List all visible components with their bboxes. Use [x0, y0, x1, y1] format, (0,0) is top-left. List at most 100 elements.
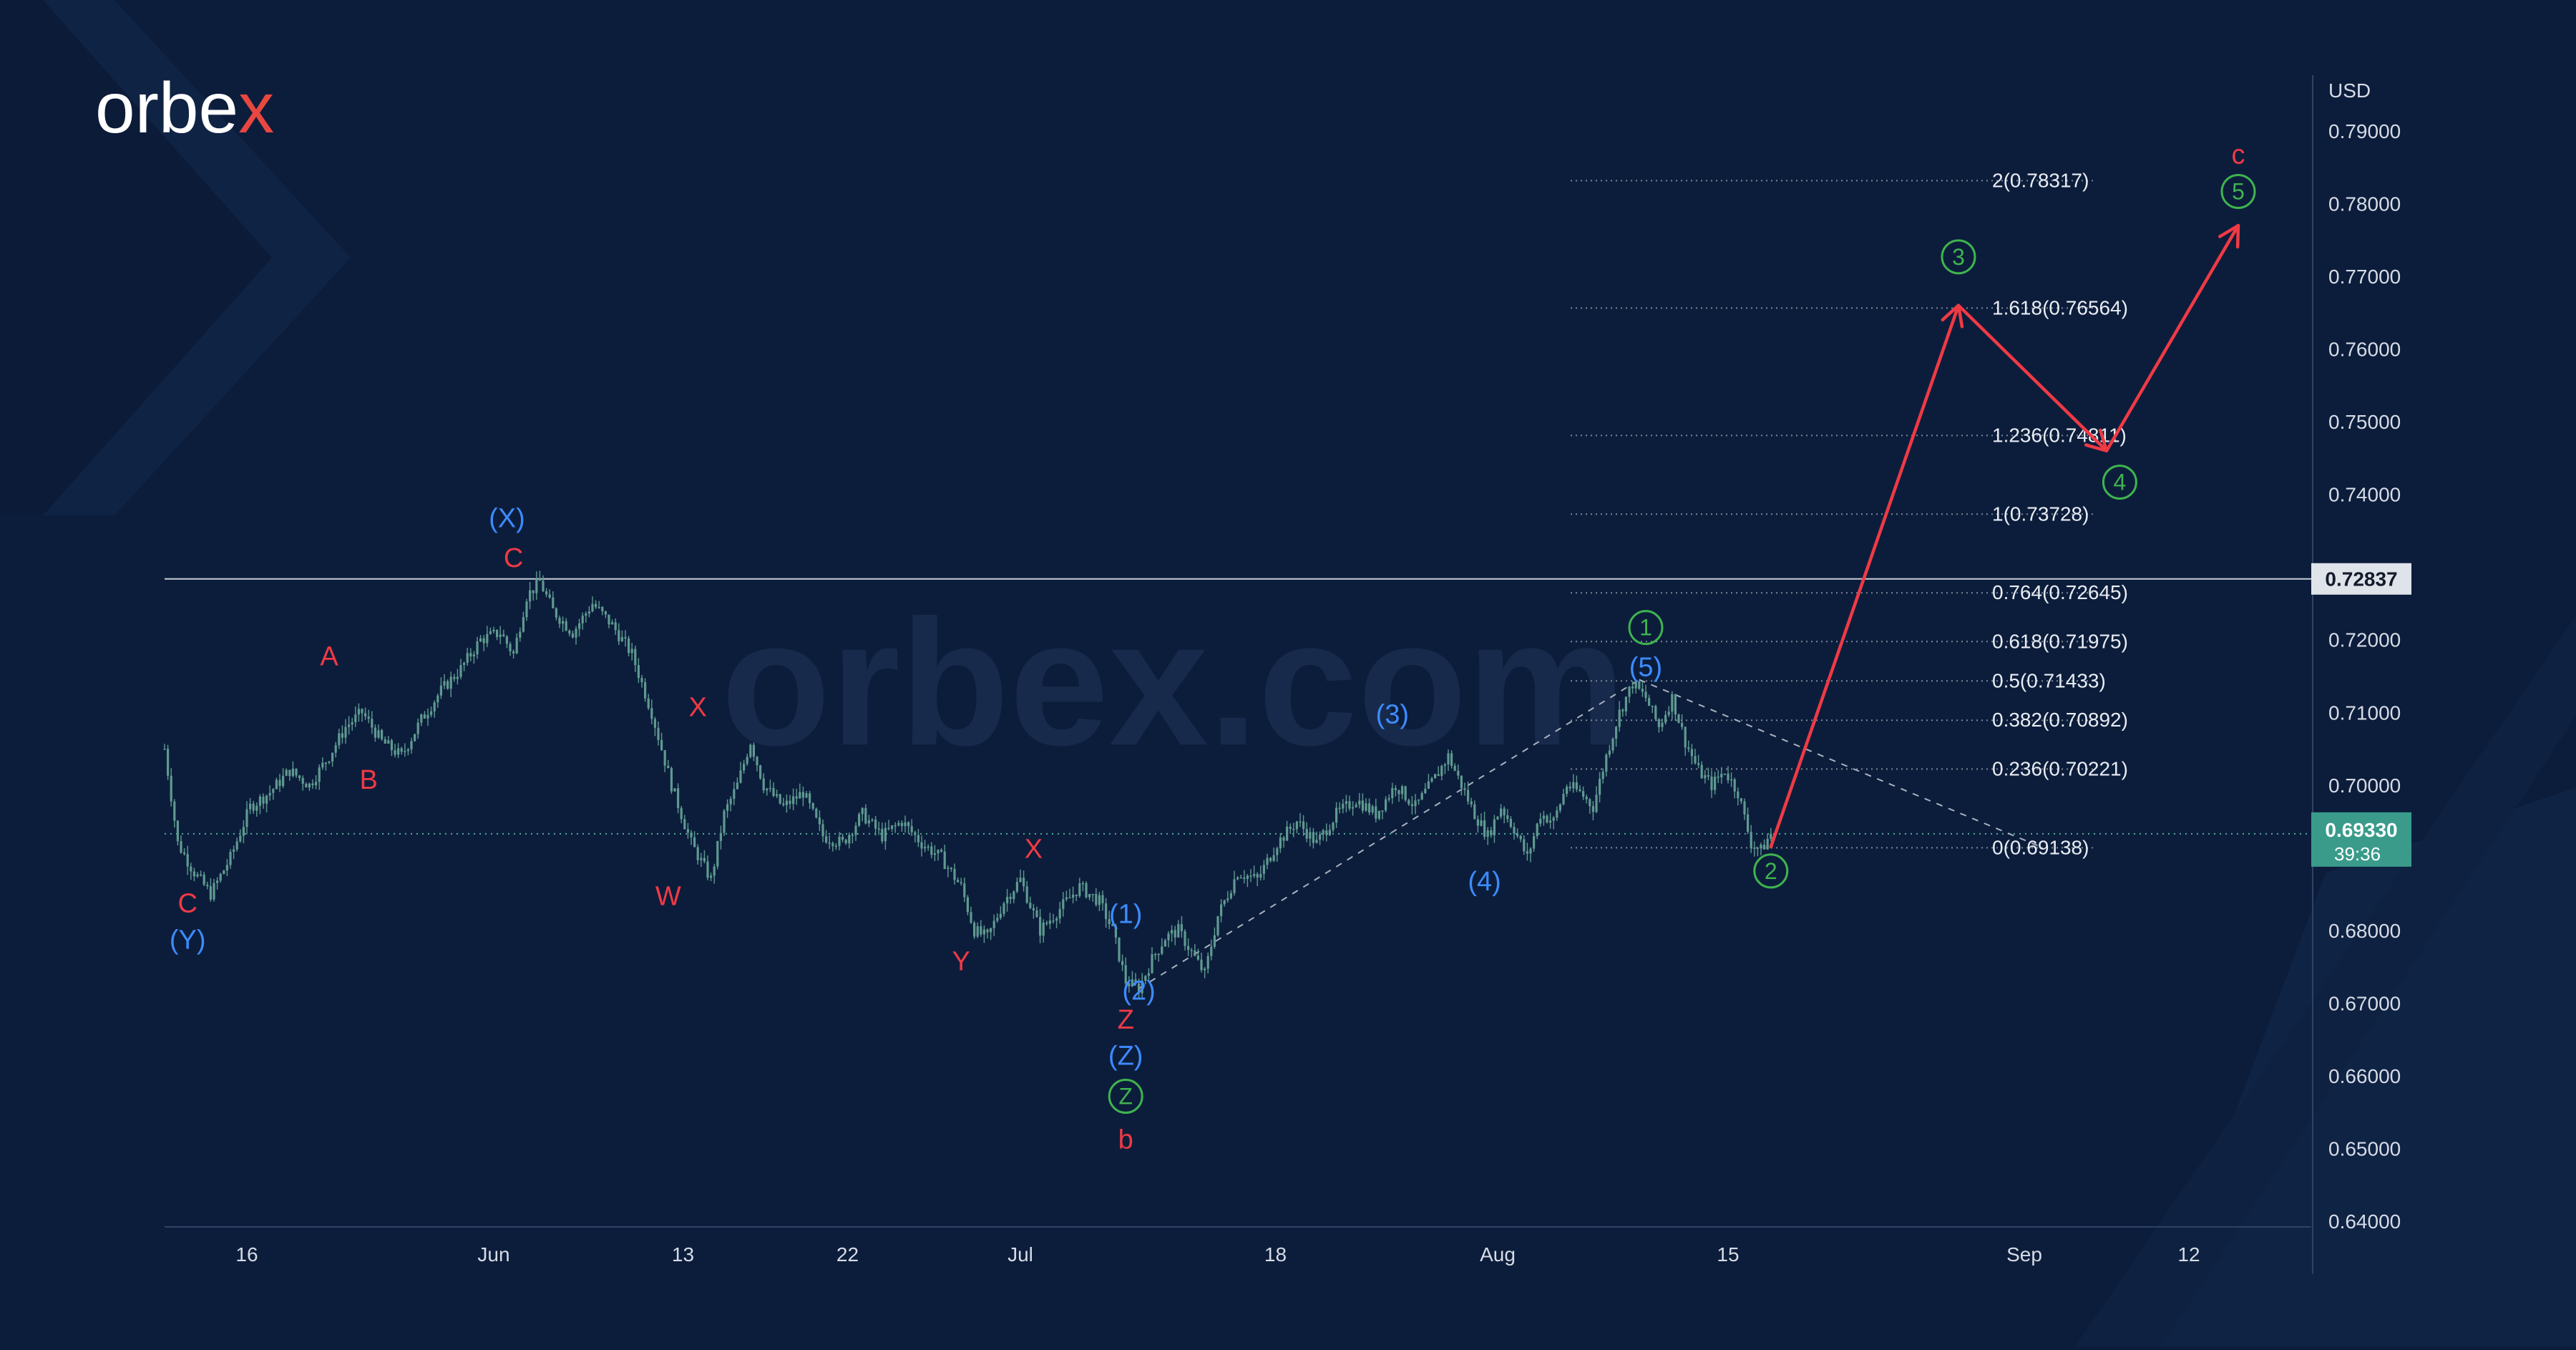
candle-body — [1493, 819, 1496, 835]
candle-body — [1118, 937, 1121, 961]
candle-body — [841, 837, 844, 840]
wave-label: A — [320, 641, 338, 671]
forecast-segment — [2104, 223, 2240, 452]
candle-body — [245, 809, 248, 827]
wave-label: Z — [1118, 1084, 1133, 1109]
candle-body — [992, 921, 995, 928]
candle-body — [1410, 804, 1413, 807]
candle-body — [914, 832, 917, 835]
brand-logo-x: x — [238, 68, 274, 148]
candle-body — [789, 800, 791, 805]
candle-body — [1589, 799, 1591, 807]
candle-body — [1634, 681, 1637, 689]
candle-body — [809, 793, 811, 804]
candle-body — [394, 750, 396, 755]
candle-body — [756, 757, 758, 766]
candle-body — [585, 613, 587, 616]
candle-body — [486, 633, 489, 644]
candle-body — [371, 719, 374, 728]
candle-body — [1114, 926, 1117, 938]
candle-body — [295, 768, 298, 776]
candle-body — [565, 621, 567, 631]
wave-label-circle — [1628, 610, 1664, 646]
candle-body — [522, 617, 525, 632]
forecast-segment — [1956, 303, 2109, 452]
candle-body — [552, 597, 555, 608]
current-price-timer: 39:36 — [2334, 843, 2381, 865]
wave-label: (5) — [1629, 653, 1662, 683]
wave-label: (3) — [1376, 699, 1409, 729]
wave-label-circle — [2102, 465, 2137, 500]
candle-body — [390, 740, 393, 751]
candle-body — [1516, 833, 1519, 836]
y-tick-label: 0.76000 — [2328, 339, 2401, 361]
candle-body — [381, 730, 384, 739]
candle-body — [1105, 903, 1108, 920]
candle-body — [167, 749, 170, 776]
candle-body — [670, 768, 673, 792]
candle-body — [1552, 817, 1555, 821]
candle-body — [1032, 908, 1035, 910]
wave-label: c — [2232, 140, 2245, 170]
candle-body — [1302, 821, 1305, 830]
candle-body — [867, 820, 870, 824]
candle-body — [308, 783, 311, 788]
candle-body — [288, 769, 291, 777]
candle-body — [538, 578, 541, 581]
candle-body — [558, 617, 561, 624]
candle-body — [192, 871, 195, 877]
candle-body — [762, 778, 765, 791]
candle-body — [1342, 803, 1345, 809]
candle-body — [1345, 801, 1347, 804]
candle-body — [920, 842, 923, 849]
wave-label: b — [1118, 1125, 1133, 1155]
candle-body — [1694, 756, 1697, 764]
candle-body — [239, 835, 242, 842]
candle-body — [285, 769, 288, 776]
candle-body — [1292, 829, 1295, 830]
candle-body — [776, 794, 779, 797]
candle-body — [459, 665, 462, 677]
candle-body — [838, 837, 841, 846]
candle-body — [387, 740, 390, 744]
candle-body — [1058, 908, 1061, 919]
fib-level-label: 0.764(0.72645) — [1992, 581, 2128, 603]
candle-body — [1513, 827, 1516, 834]
candle-body — [1394, 788, 1397, 790]
candle-body — [410, 741, 413, 749]
candle-body — [904, 822, 907, 827]
candle-body — [436, 695, 439, 703]
candle-body — [957, 880, 960, 883]
candle-body — [1427, 781, 1430, 790]
candle-body — [1131, 979, 1133, 986]
candle-body — [1727, 773, 1729, 781]
candle-body — [1430, 778, 1433, 782]
candle-body — [881, 828, 884, 842]
candle-body — [265, 795, 268, 804]
y-tick-label: 0.71000 — [2328, 701, 2401, 724]
candle-body — [489, 631, 492, 634]
candle-body — [463, 663, 466, 666]
candle-body — [223, 870, 225, 874]
candle-body — [779, 794, 781, 804]
candle-body — [854, 825, 857, 835]
candle-body — [891, 825, 894, 829]
candle-body — [805, 793, 808, 798]
candle-body — [578, 623, 581, 629]
candle-body — [404, 751, 406, 752]
bg-chevron-inner-shape — [0, 0, 272, 515]
candle-body — [650, 708, 653, 719]
candle-body — [1325, 830, 1328, 835]
candle-body — [482, 638, 485, 644]
candle-body — [1671, 694, 1674, 712]
wave-label-circle — [1108, 1079, 1143, 1115]
candle-body — [634, 649, 637, 666]
candle-body — [947, 868, 950, 869]
candle-body — [291, 768, 294, 777]
candle-body — [604, 611, 607, 615]
candle-body — [973, 923, 976, 937]
candle-body — [1628, 686, 1631, 697]
candle-body — [644, 682, 647, 699]
candle-body — [449, 676, 452, 689]
candle-body — [706, 861, 709, 878]
